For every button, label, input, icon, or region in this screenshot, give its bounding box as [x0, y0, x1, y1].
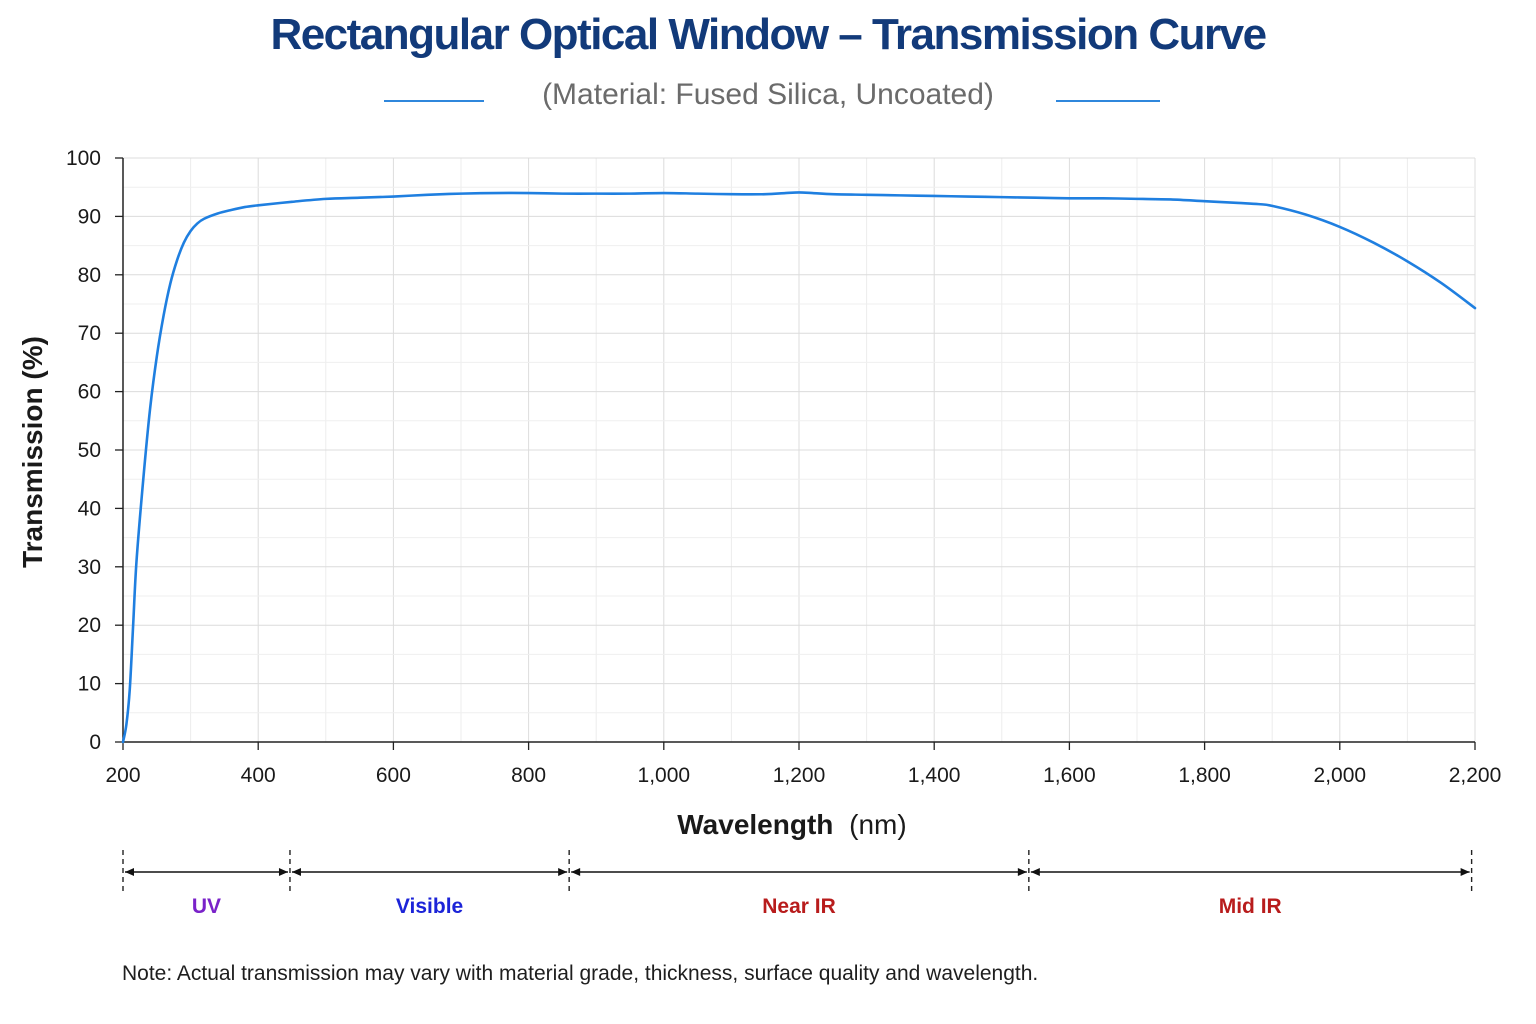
y-tick-label: 20 — [78, 614, 101, 637]
region-arrowhead-right — [1460, 868, 1470, 876]
x-axis-title: Wavelength (nm) — [677, 809, 906, 840]
x-tick-labels: 200 400 600 800 1,000 1,200 1,400 1,600 1,800 2,0… — [105, 764, 1501, 787]
y-tick-label: 80 — [78, 264, 101, 287]
y-tick-label: 50 — [78, 439, 101, 462]
region-arrowhead-left — [1030, 868, 1040, 876]
footnote: Note: Actual transmission may vary with … — [122, 962, 1039, 985]
x-axis-title-main: Wavelength — [677, 809, 833, 840]
x-tick-label: 1,200 — [773, 764, 826, 787]
spectral-regions: UV Visible Near IR Mid IR — [122, 850, 1473, 918]
region-arrowhead-left — [291, 868, 301, 876]
y-tick-label: 10 — [78, 673, 101, 696]
x-axis-title-unit: (nm) — [849, 809, 907, 840]
region-label: Mid IR — [1219, 895, 1282, 918]
grid-lines — [123, 157, 1476, 742]
x-tick-label: 800 — [511, 764, 546, 787]
y-tick-label: 30 — [78, 556, 101, 579]
region-arrowhead-right — [278, 868, 288, 876]
y-axis-title: Transmission (%) — [17, 336, 48, 568]
region-label: UV — [192, 895, 221, 918]
y-tick-label: 90 — [78, 205, 101, 228]
y-tick-label: 60 — [78, 381, 101, 404]
subtitle-right-rule — [1056, 100, 1160, 102]
y-tick-label: 100 — [66, 147, 101, 170]
region-arrowhead-right — [558, 868, 568, 876]
region-label: Visible — [396, 895, 463, 918]
subtitle-left-rule — [384, 100, 484, 102]
x-tick-label: 1,600 — [1043, 764, 1096, 787]
x-tick-label: 1,800 — [1178, 764, 1231, 787]
chart-title: Rectangular Optical Window – Transmissio… — [270, 10, 1267, 59]
y-tick-label: 70 — [78, 322, 101, 345]
region-arrowhead-left — [125, 868, 134, 876]
x-tick-label: 2,200 — [1449, 764, 1502, 787]
transmission-series-line — [121, 191, 1477, 744]
x-tick-label: 400 — [241, 764, 276, 787]
region-arrowhead-right — [1017, 868, 1027, 876]
x-tick-label: 2,000 — [1314, 764, 1367, 787]
axes — [115, 157, 1476, 750]
x-tick-label: 1,000 — [638, 764, 691, 787]
y-tick-labels: 0 10 20 30 40 50 60 70 80 90 100 — [66, 147, 101, 754]
y-tick-label: 0 — [89, 731, 101, 754]
y-tick-label: 40 — [78, 497, 101, 520]
region-arrowhead-left — [571, 868, 581, 876]
x-tick-label: 200 — [105, 764, 140, 787]
x-tick-label: 1,400 — [908, 764, 961, 787]
region-label: Near IR — [762, 895, 836, 918]
x-tick-label: 600 — [376, 764, 411, 787]
chart-subtitle: (Material: Fused Silica, Uncoated) — [542, 78, 994, 111]
subtitle-row: (Material: Fused Silica, Uncoated) — [0, 78, 1536, 122]
